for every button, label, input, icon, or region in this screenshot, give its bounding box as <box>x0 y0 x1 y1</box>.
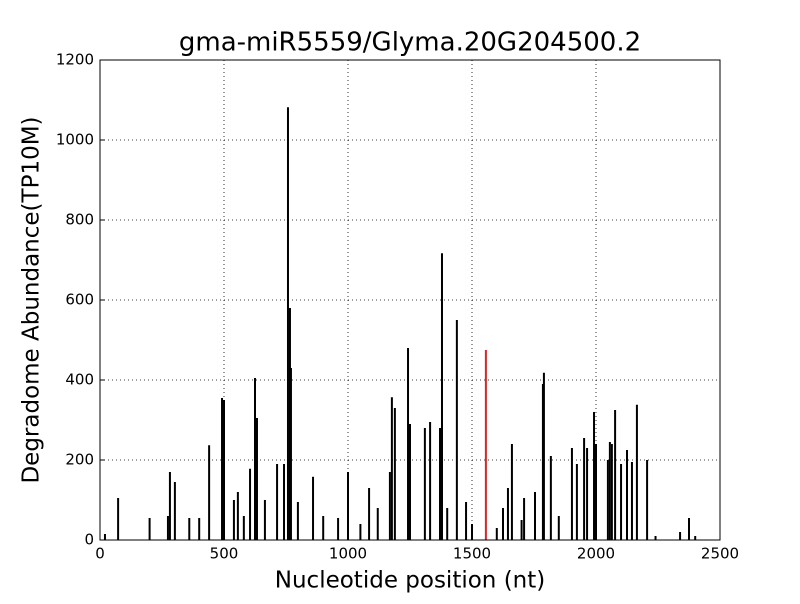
y-tick-label: 600 <box>65 291 94 309</box>
y-tick-label: 400 <box>65 371 94 389</box>
y-tick-label: 1000 <box>56 131 94 149</box>
x-tick-label: 2500 <box>701 545 739 563</box>
y-tick-label: 1200 <box>56 51 94 69</box>
x-tick-label: 0 <box>95 545 105 563</box>
y-tick-label: 800 <box>65 211 94 229</box>
chart-title: gma-miR5559/Glyma.20G204500.2 <box>179 28 641 58</box>
plot-frame <box>99 59 721 541</box>
y-tick-label: 200 <box>65 451 94 469</box>
x-tick-label: 500 <box>210 545 239 563</box>
y-tick-label: 0 <box>84 531 94 549</box>
x-axis-label: Nucleotide position (nt) <box>275 568 545 594</box>
x-tick-label: 2000 <box>577 545 615 563</box>
y-axis-label: Degradome Abundance(TP10M) <box>19 116 45 483</box>
x-tick-label: 1000 <box>329 545 367 563</box>
x-tick-label: 1500 <box>453 545 491 563</box>
